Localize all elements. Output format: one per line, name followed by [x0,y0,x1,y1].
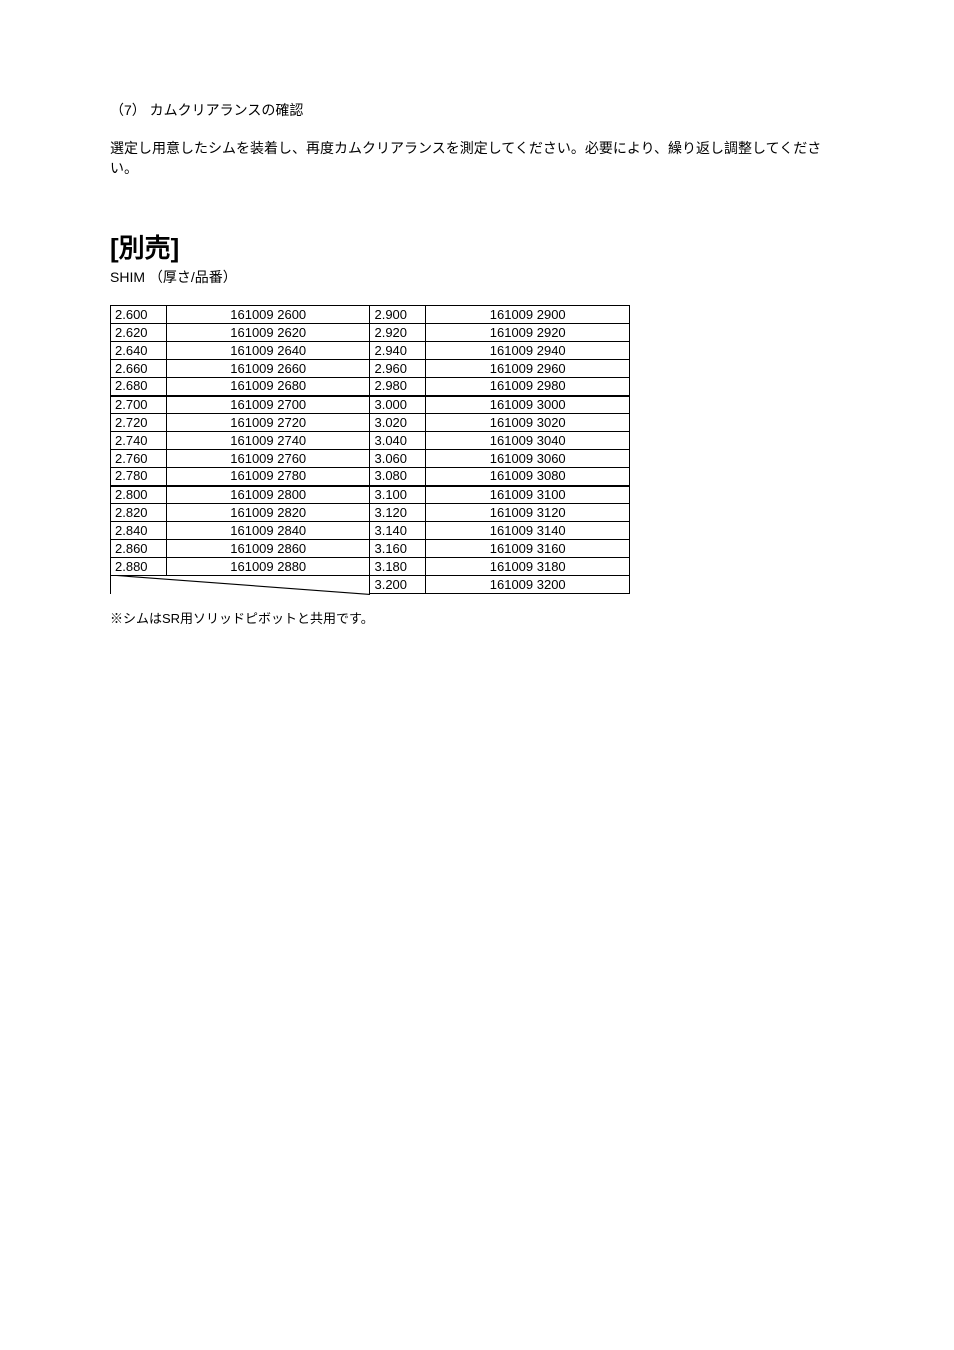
thickness-right: 3.100 [370,486,426,504]
partnumber-right: 161009 3040 [426,432,630,450]
thickness-right: 2.960 [370,360,426,378]
thickness-left: 2.720 [111,414,167,432]
partnumber-left: 161009 2680 [166,378,370,396]
partnumber-left: 161009 2840 [166,522,370,540]
table-row: 2.880161009 28803.180161009 3180 [111,558,630,576]
table-row: 2.860161009 28603.160161009 3160 [111,540,630,558]
partnumber-right: 161009 2940 [426,342,630,360]
partnumber-left: 161009 2880 [166,558,370,576]
partnumber-left: 161009 2800 [166,486,370,504]
partnumber-left: 161009 2660 [166,360,370,378]
thickness-right: 2.900 [370,306,426,324]
thickness-left: 2.880 [111,558,167,576]
thickness-left: 2.860 [111,540,167,558]
thickness-left: 2.640 [111,342,167,360]
thickness-left: 2.620 [111,324,167,342]
table-row: 2.620161009 26202.920161009 2920 [111,324,630,342]
thickness-left: 2.820 [111,504,167,522]
sub-heading: SHIM （厚さ/品番） [110,267,844,287]
thickness-left: 2.800 [111,486,167,504]
thickness-left: 2.680 [111,378,167,396]
section-number-title: （7） カムクリアランスの確認 [110,100,844,120]
partnumber-right: 161009 3060 [426,450,630,468]
thickness-right: 2.920 [370,324,426,342]
partnumber-right: 161009 3180 [426,558,630,576]
thickness-right: 3.000 [370,396,426,414]
partnumber-right: 161009 2900 [426,306,630,324]
footnote: ※シムはSR用ソリッドピボットと共用です。 [110,608,844,627]
partnumber-left: 161009 2780 [166,468,370,486]
partnumber-right: 161009 3160 [426,540,630,558]
partnumber-right: 161009 3200 [426,576,630,594]
partnumber-right: 161009 3000 [426,396,630,414]
partnumber-right: 161009 3100 [426,486,630,504]
partnumber-left: 161009 2760 [166,450,370,468]
thickness-left: 2.840 [111,522,167,540]
partnumber-right: 161009 2920 [426,324,630,342]
partnumber-left: 161009 2700 [166,396,370,414]
partnumber-left: 161009 2720 [166,414,370,432]
thickness-left: 2.700 [111,396,167,414]
section-body: 選定し用意したシムを装着し、再度カムクリアランスを測定してください。必要により、… [110,138,844,178]
thickness-right: 3.120 [370,504,426,522]
thickness-right: 3.080 [370,468,426,486]
thickness-right: 3.160 [370,540,426,558]
table-row: 2.640161009 26402.940161009 2940 [111,342,630,360]
thickness-left: 2.780 [111,468,167,486]
partnumber-left: 161009 2860 [166,540,370,558]
thickness-left: 2.740 [111,432,167,450]
thickness-left: 2.600 [111,306,167,324]
table-row: 2.840161009 28403.140161009 3140 [111,522,630,540]
partnumber-left: 161009 2600 [166,306,370,324]
partnumber-right: 161009 3020 [426,414,630,432]
table-row: 2.680161009 26802.980161009 2980 [111,378,630,396]
partnumber-left: 161009 2740 [166,432,370,450]
thickness-left: 2.660 [111,360,167,378]
table-row: 2.660161009 26602.960161009 2960 [111,360,630,378]
partnumber-right: 161009 3080 [426,468,630,486]
thickness-left: 2.760 [111,450,167,468]
thickness-right: 2.980 [370,378,426,396]
thickness-right: 3.040 [370,432,426,450]
thickness-right: 3.020 [370,414,426,432]
thickness-right: 3.200 [370,576,426,594]
shim-table: 2.600161009 26002.900161009 29002.620161… [110,305,630,594]
main-heading: [別売] [110,228,844,265]
thickness-right: 3.060 [370,450,426,468]
table-row: 2.800161009 28003.100161009 3100 [111,486,630,504]
table-row-last: 3.200161009 3200 [111,576,630,594]
partnumber-left: 161009 2620 [166,324,370,342]
thickness-right: 3.180 [370,558,426,576]
partnumber-right: 161009 2980 [426,378,630,396]
table-row: 2.740161009 27403.040161009 3040 [111,432,630,450]
partnumber-left: 161009 2640 [166,342,370,360]
table-row: 2.780161009 27803.080161009 3080 [111,468,630,486]
table-row: 2.820161009 28203.120161009 3120 [111,504,630,522]
table-row: 2.760161009 27603.060161009 3060 [111,450,630,468]
partnumber-right: 161009 3120 [426,504,630,522]
table-row: 2.700161009 27003.000161009 3000 [111,396,630,414]
partnumber-right: 161009 2960 [426,360,630,378]
partnumber-left: 161009 2820 [166,504,370,522]
thickness-right: 3.140 [370,522,426,540]
thickness-right: 2.940 [370,342,426,360]
table-row: 2.720161009 27203.020161009 3020 [111,414,630,432]
table-row: 2.600161009 26002.900161009 2900 [111,306,630,324]
empty-diagonal-cell [111,576,370,594]
partnumber-right: 161009 3140 [426,522,630,540]
